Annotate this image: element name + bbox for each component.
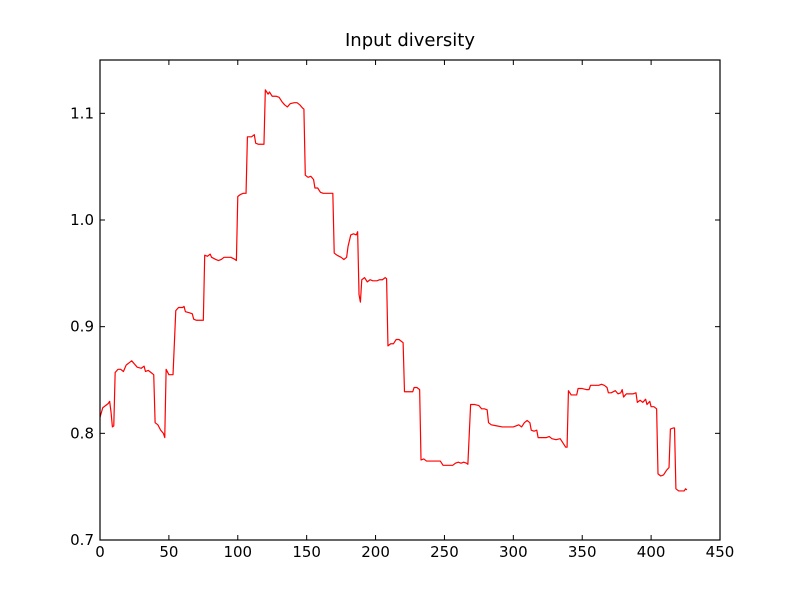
plot-area <box>99 89 688 492</box>
x-tick-label: 150 <box>292 543 321 561</box>
axes-frame <box>99 59 721 541</box>
y-tick-label: 1.0 <box>70 211 94 229</box>
y-tick-label: 0.8 <box>70 424 94 442</box>
y-tick-label: 0.7 <box>70 531 94 549</box>
x-tick-label: 200 <box>361 543 390 561</box>
axis-ticks: 0 50 100 150 200 250 300 350 400 450 0.7 0.8 0.9 1.0 1… <box>70 60 734 561</box>
y-tick-label: 1.1 <box>70 104 94 122</box>
x-tick-label: 350 <box>568 543 597 561</box>
x-tick-label: 0 <box>95 543 105 561</box>
x-tick-label: 300 <box>499 543 528 561</box>
x-tick-label: 100 <box>223 543 252 561</box>
chart-title: Input diversity <box>345 30 475 51</box>
y-tick-label: 0.9 <box>70 318 94 336</box>
series-line-0 <box>99 89 688 492</box>
x-tick-label: 400 <box>637 543 666 561</box>
x-tick-label: 50 <box>159 543 178 561</box>
x-tick-label: 450 <box>706 543 735 561</box>
x-tick-label: 250 <box>430 543 459 561</box>
